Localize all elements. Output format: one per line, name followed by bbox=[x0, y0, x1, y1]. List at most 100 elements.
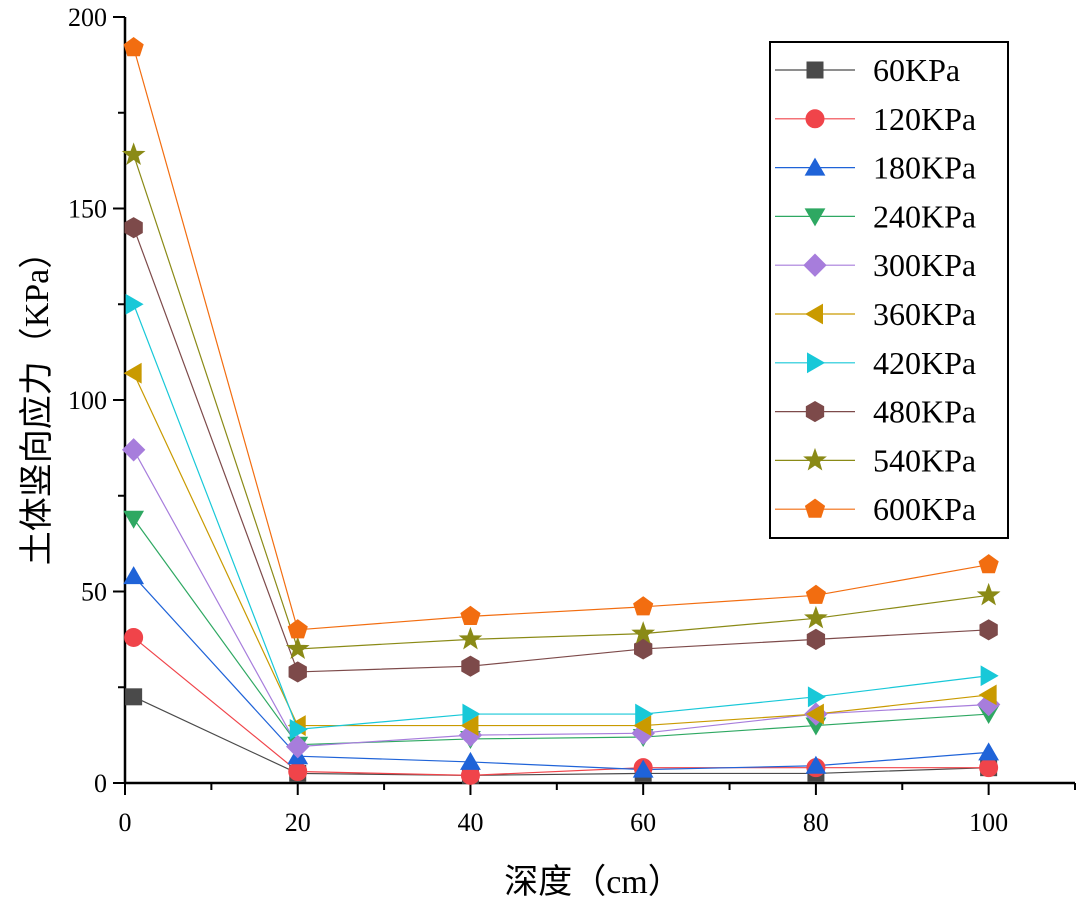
data-point-360KPa bbox=[460, 715, 479, 736]
y-axis-title: 土体竖向应力（KPa） bbox=[18, 235, 56, 566]
legend-marker-360KPa bbox=[805, 303, 823, 325]
series-line-180KPa bbox=[133, 575, 989, 771]
legend-item: 480KPa bbox=[775, 394, 976, 430]
data-point-600KPa bbox=[460, 605, 481, 625]
data-point-300KPa bbox=[286, 734, 310, 759]
legend-item: 360KPa bbox=[775, 296, 976, 332]
data-point-420KPa bbox=[807, 686, 826, 708]
data-point-180KPa bbox=[978, 742, 1000, 761]
data-point-540KPa bbox=[285, 636, 310, 660]
data-point-600KPa bbox=[633, 596, 654, 616]
legend-item: 240KPa bbox=[775, 198, 976, 234]
series-line-300KPa bbox=[133, 449, 989, 748]
tick-labels: 0 20 40 60 80 100 0 50 100 150 200 bbox=[68, 3, 1008, 837]
x-tick-label: 100 bbox=[969, 808, 1008, 837]
legend-marker-300KPa bbox=[803, 253, 827, 277]
data-point-120KPa bbox=[979, 758, 999, 778]
data-point-420KPa bbox=[125, 293, 144, 315]
data-point-300KPa bbox=[121, 438, 146, 462]
data-point-360KPa bbox=[805, 703, 824, 725]
legend-label: 480KPa bbox=[873, 394, 976, 430]
legend-item: 420KPa bbox=[775, 345, 976, 381]
series-line-600KPa bbox=[133, 47, 989, 631]
data-point-240KPa bbox=[123, 510, 145, 529]
series-points-600KPa bbox=[123, 37, 999, 639]
series-line-540KPa bbox=[133, 154, 989, 650]
data-point-540KPa bbox=[976, 582, 1001, 606]
legend-item: 600KPa bbox=[775, 491, 976, 527]
legend-item: 540KPa bbox=[775, 442, 976, 478]
data-point-480KPa bbox=[979, 619, 998, 641]
y-tick-label: 150 bbox=[68, 195, 107, 224]
legend-label: 540KPa bbox=[873, 442, 976, 478]
x-axis-title: 深度（cm） bbox=[504, 863, 682, 901]
data-point-600KPa bbox=[978, 554, 999, 574]
data-point-540KPa bbox=[121, 142, 146, 165]
data-point-600KPa bbox=[123, 37, 144, 57]
series-points-180KPa bbox=[123, 566, 1000, 778]
y-tick-label: 50 bbox=[81, 578, 107, 607]
legend-label: 60KPa bbox=[873, 52, 960, 88]
y-tick-label: 0 bbox=[94, 769, 107, 798]
legend-marker-60KPa bbox=[806, 61, 824, 79]
data-point-540KPa bbox=[631, 621, 656, 644]
series-points-240KPa bbox=[123, 510, 1000, 755]
data-point-600KPa bbox=[805, 584, 827, 604]
series-markers bbox=[121, 37, 1001, 785]
series-points-420KPa bbox=[125, 293, 999, 740]
data-point-120KPa bbox=[124, 627, 144, 647]
data-point-540KPa bbox=[804, 605, 828, 629]
series-points-540KPa bbox=[121, 142, 1001, 660]
data-point-420KPa bbox=[462, 703, 481, 725]
series-line-60KPa bbox=[133, 696, 989, 776]
x-tick-label: 80 bbox=[803, 808, 829, 837]
legend-label: 360KPa bbox=[873, 296, 976, 332]
series-lines bbox=[133, 47, 989, 776]
data-point-420KPa bbox=[635, 703, 654, 725]
series-line-120KPa bbox=[133, 636, 989, 776]
x-tick-label: 40 bbox=[457, 808, 483, 837]
legend-label: 120KPa bbox=[873, 101, 976, 137]
legend-item: 300KPa bbox=[775, 247, 976, 283]
data-point-480KPa bbox=[634, 638, 653, 660]
data-point-540KPa bbox=[458, 626, 483, 650]
legend-marker-480KPa bbox=[805, 401, 825, 423]
legend-item: 180KPa bbox=[775, 150, 976, 186]
data-point-420KPa bbox=[980, 665, 999, 687]
series-line-240KPa bbox=[133, 518, 989, 746]
data-point-60KPa bbox=[125, 688, 143, 706]
legend-marker-180KPa bbox=[804, 157, 826, 176]
x-tick-label: 0 bbox=[119, 808, 132, 837]
axes bbox=[113, 16, 1076, 795]
data-point-420KPa bbox=[289, 718, 308, 740]
legend-marker-600KPa bbox=[804, 498, 826, 518]
legend-label: 300KPa bbox=[873, 247, 976, 283]
y-tick-label: 100 bbox=[68, 386, 107, 415]
data-point-480KPa bbox=[288, 661, 307, 683]
legend-label: 600KPa bbox=[873, 491, 976, 527]
x-tick-label: 20 bbox=[285, 808, 311, 837]
legend-item: 60KPa bbox=[775, 52, 960, 88]
data-point-480KPa bbox=[461, 655, 480, 677]
data-point-360KPa bbox=[123, 362, 142, 384]
data-point-180KPa bbox=[632, 759, 654, 778]
legend-item: 120KPa bbox=[775, 101, 976, 137]
data-point-360KPa bbox=[633, 715, 652, 736]
y-tick-label: 200 bbox=[68, 3, 107, 32]
data-point-180KPa bbox=[123, 566, 145, 585]
series-points-120KPa bbox=[124, 627, 999, 785]
series-line-360KPa bbox=[133, 372, 989, 727]
data-point-480KPa bbox=[124, 217, 143, 239]
series-points-480KPa bbox=[124, 217, 998, 683]
legend-marker-240KPa bbox=[804, 208, 826, 227]
legend-label: 420KPa bbox=[873, 345, 976, 381]
series-points-60KPa bbox=[125, 688, 998, 784]
legend-marker-120KPa bbox=[805, 109, 825, 129]
data-point-600KPa bbox=[287, 619, 308, 639]
data-point-180KPa bbox=[805, 755, 827, 774]
data-point-120KPa bbox=[288, 762, 308, 782]
legend-label: 240KPa bbox=[873, 198, 976, 234]
legend: 60KPa 120KPa 180KPa 240KPa 300KPa 360KPa 420KP… bbox=[769, 41, 1009, 539]
x-tick-label: 60 bbox=[630, 808, 656, 837]
